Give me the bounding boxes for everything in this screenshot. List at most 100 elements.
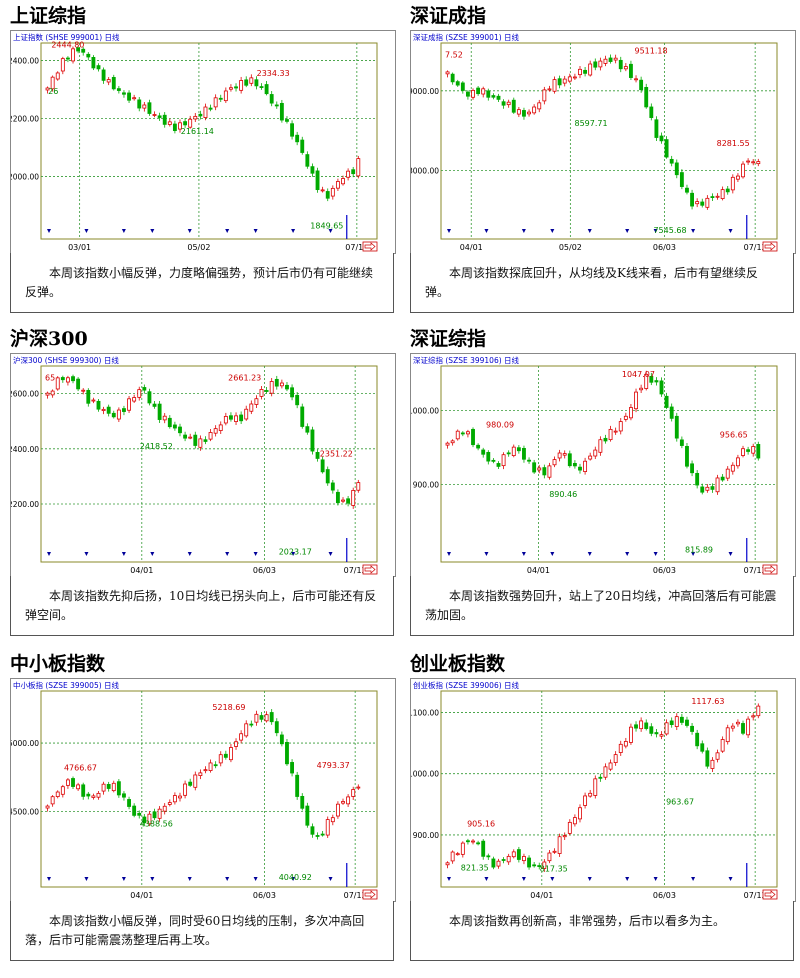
candle [735, 173, 740, 183]
candle [491, 856, 496, 870]
candle [603, 55, 608, 67]
y-tick-label: 2400.00 [11, 56, 39, 65]
candle [229, 412, 233, 422]
candle [527, 457, 531, 464]
candle [208, 429, 213, 442]
candle [659, 132, 664, 144]
candle [593, 58, 598, 71]
candle [537, 465, 542, 474]
candle [623, 63, 628, 72]
candle [639, 384, 644, 394]
scroll-right-icon[interactable] [762, 564, 778, 575]
price-annotation: 905.16 [467, 819, 495, 828]
candle [356, 479, 361, 493]
candle [127, 796, 131, 810]
candle [45, 391, 50, 399]
candle [330, 479, 335, 494]
y-tick-label: 2200.00 [11, 500, 39, 509]
candle [259, 712, 264, 723]
plot-frame [40, 42, 378, 240]
signal-marker [291, 877, 296, 881]
candle [608, 425, 613, 442]
candle [325, 466, 330, 486]
candle [654, 729, 659, 738]
signal-marker [328, 552, 333, 556]
candle [285, 381, 289, 392]
candle [465, 429, 470, 438]
candle [506, 853, 511, 865]
candle [481, 86, 486, 98]
candle [516, 107, 521, 118]
candle [147, 811, 152, 827]
candle [55, 790, 60, 799]
candle [557, 449, 562, 462]
candle [178, 119, 182, 133]
candle [481, 447, 486, 458]
price-annotation: 963.67 [666, 797, 694, 806]
candle [106, 781, 111, 792]
candle [511, 849, 516, 859]
candle [735, 454, 740, 469]
candle [234, 412, 238, 426]
candle [557, 75, 562, 89]
candle [81, 782, 86, 800]
panel-title: 中小板指数 [10, 653, 106, 675]
candle [259, 385, 264, 400]
candle [491, 458, 496, 464]
candle [735, 719, 740, 727]
signal-marker [587, 552, 592, 556]
candle [644, 83, 649, 109]
candle [234, 738, 238, 750]
scroll-right-icon[interactable] [762, 241, 778, 252]
signal-marker [550, 552, 555, 556]
scroll-right-icon[interactable] [362, 241, 378, 252]
signal-marker [253, 229, 258, 233]
candle [279, 731, 284, 747]
scroll-right-icon[interactable] [762, 889, 778, 900]
y-tick-label: 9000.00 [411, 87, 439, 96]
signal-marker [653, 229, 658, 233]
candle [229, 744, 233, 763]
candle [137, 97, 142, 112]
candle [300, 403, 305, 429]
scroll-right-icon[interactable] [362, 564, 378, 575]
candle [450, 850, 455, 864]
candle [486, 450, 491, 465]
candle [45, 86, 50, 94]
signal-marker [121, 552, 126, 556]
candle [274, 718, 279, 737]
candle [618, 418, 623, 435]
signal-marker [225, 552, 230, 556]
candle [162, 803, 167, 815]
candle [223, 87, 228, 103]
candle [751, 713, 756, 721]
candle [269, 709, 274, 725]
candle [460, 841, 465, 858]
candle [623, 412, 628, 422]
candle [183, 431, 188, 442]
candle [330, 185, 335, 200]
candle [674, 713, 679, 731]
candle [341, 798, 345, 805]
candle [603, 763, 608, 780]
candle [756, 158, 761, 167]
candle [152, 111, 157, 118]
candle [634, 75, 638, 83]
candle [101, 67, 106, 84]
x-tick-label: 06/03 [653, 891, 676, 900]
candle [172, 120, 177, 134]
panel-description: 本周该指数小幅反弹，同时受60日均线的压制，多次冲高回落，后市可能需震荡整理后再… [10, 901, 394, 961]
signal-marker [484, 552, 489, 556]
candle [320, 830, 325, 837]
candle [172, 421, 177, 431]
candle [50, 75, 55, 92]
candlestick-chart: 中小板指 (SZSE 399005) 日线 5000.00 4500.00 04/01… [11, 679, 395, 900]
signal-marker [728, 229, 733, 233]
candle [76, 45, 81, 54]
candle [193, 771, 198, 791]
candle [91, 397, 96, 404]
candle [213, 761, 218, 769]
candle [264, 386, 269, 394]
candle [522, 445, 526, 463]
scroll-right-icon[interactable] [362, 889, 378, 900]
